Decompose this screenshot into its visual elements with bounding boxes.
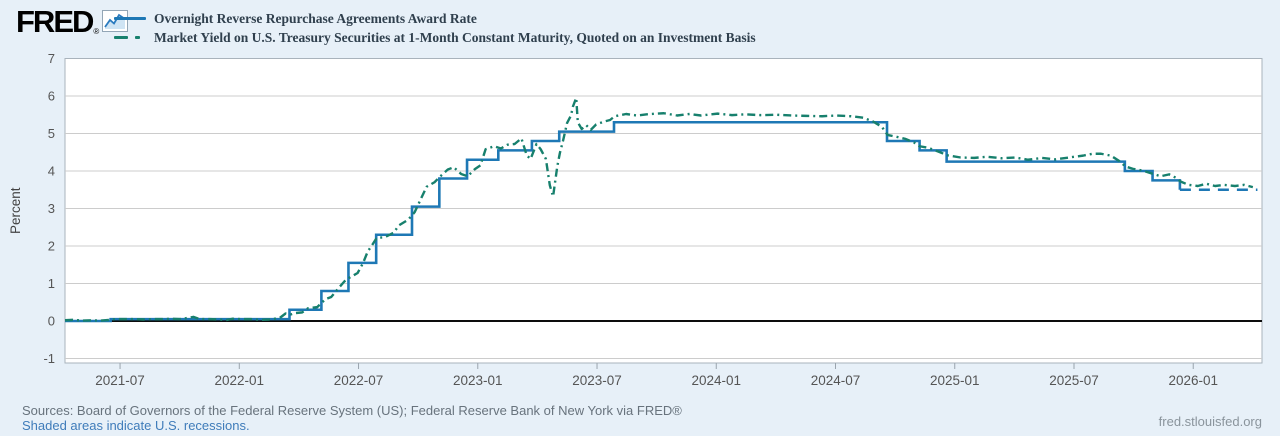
legend-item-1m-treasury-yield[interactable]: Market Yield on U.S. Treasury Securities… — [114, 28, 756, 47]
chart-legend: Overnight Reverse Repurchase Agreements … — [114, 9, 756, 47]
y-axis-tick-label: 2 — [48, 239, 55, 254]
x-axis-tick-label: 2025-01 — [930, 373, 980, 388]
series-rrp-award-rate-line — [65, 120, 1182, 323]
y-axis-tick-label: -1 — [43, 351, 55, 366]
y-axis-tick-label: 0 — [48, 314, 55, 329]
legend-swatch-dash-dot-line — [114, 36, 146, 39]
x-axis-tick-label: 2024-01 — [691, 373, 741, 388]
x-axis-tick-label: 2022-01 — [215, 373, 265, 388]
sources-text: Sources: Board of Governors of the Feder… — [22, 403, 682, 418]
series-1m-treasury-yield-line — [64, 96, 1254, 322]
fred-logo[interactable]: FRED ® — [16, 4, 129, 39]
y-axis-tick-label: 6 — [48, 89, 55, 104]
x-axis-tick-label: 2024-07 — [811, 373, 861, 388]
recession-shading-note-link[interactable]: Shaded areas indicate U.S. recessions. — [22, 418, 250, 433]
legend-label: Market Yield on U.S. Treasury Securities… — [154, 29, 756, 45]
plot-area — [64, 58, 1263, 364]
fred-site-link[interactable]: fred.stlouisfed.org — [1158, 414, 1262, 429]
fred-logo-chart-icon — [102, 10, 129, 32]
fred-logo-registered-mark: ® — [93, 27, 100, 36]
fred-logo-text: FRED — [16, 4, 94, 39]
y-axis-tick-label: 3 — [48, 201, 55, 216]
y-axis-tick-label: 1 — [48, 276, 55, 291]
x-axis-tick-label: 2023-01 — [453, 373, 503, 388]
x-axis-tick-label: 2022-07 — [334, 373, 384, 388]
y-axis-tick-label: 7 — [48, 51, 55, 66]
legend-label: Overnight Reverse Repurchase Agreements … — [154, 10, 477, 26]
x-axis-tick-label: 2023-07 — [572, 373, 622, 388]
legend-item-rrp-award-rate[interactable]: Overnight Reverse Repurchase Agreements … — [114, 9, 756, 28]
x-axis-tick-label: 2021-07 — [95, 373, 145, 388]
y-axis-title: Percent — [8, 187, 23, 234]
y-axis-tick-label: 4 — [48, 164, 55, 179]
y-axis-tick-label: 5 — [48, 126, 55, 141]
x-axis-tick-label: 2026-01 — [1168, 373, 1218, 388]
x-axis-tick-label: 2025-07 — [1049, 373, 1099, 388]
legend-swatch-solid-line — [114, 17, 146, 20]
